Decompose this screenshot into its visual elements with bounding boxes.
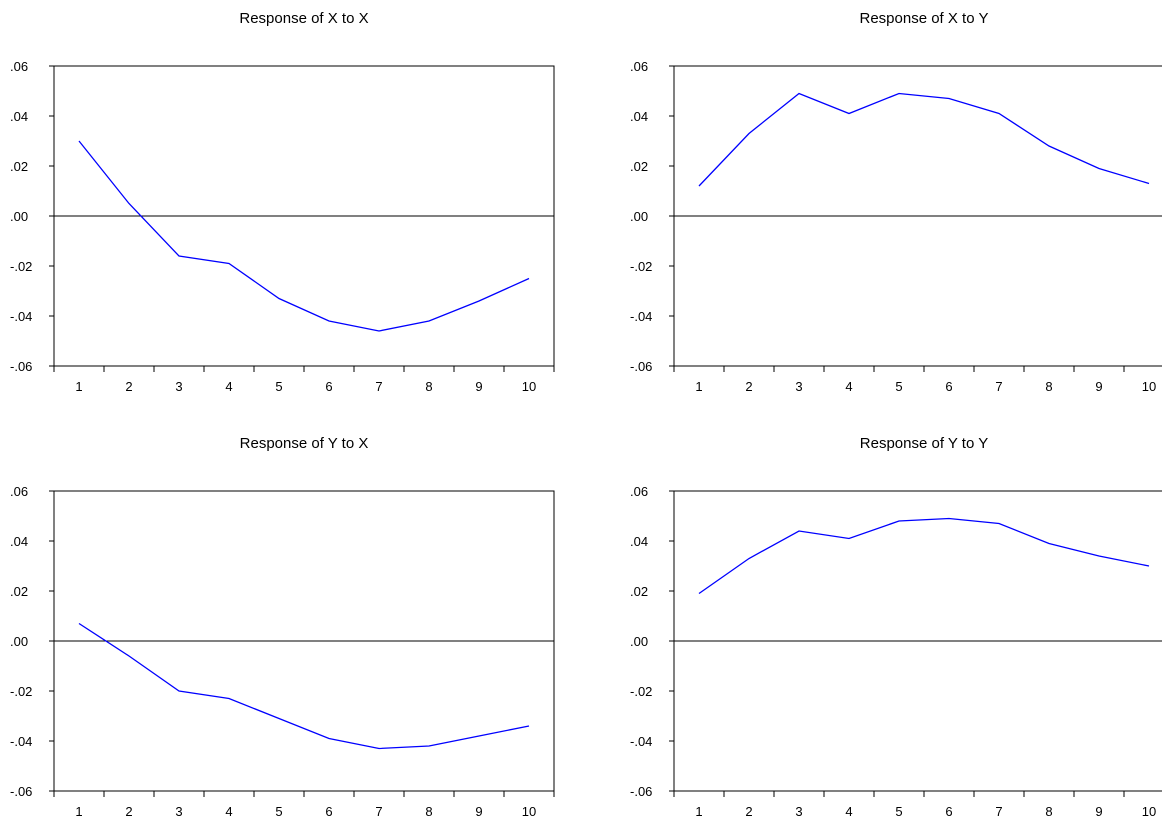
x-tick-label: 5 [895, 804, 902, 819]
x-tick-label: 5 [275, 379, 282, 394]
y-tick-label: .02 [10, 159, 28, 174]
y-tick-label: .00 [10, 209, 28, 224]
x-tick-label: 10 [522, 804, 536, 819]
y-tick-label: .00 [10, 634, 28, 649]
y-tick-label: .00 [630, 634, 648, 649]
x-tick-label: 9 [1095, 804, 1102, 819]
chart-panel-3: Response of Y to X .06 .04 .02 .00 -.02 -.04 -.… [0, 425, 581, 833]
x-tick-label: 1 [75, 379, 82, 394]
x-tick-label: 3 [795, 804, 802, 819]
y-tick-label: -.02 [630, 259, 652, 274]
y-tick-label: -.02 [10, 259, 32, 274]
chart-svg: Response of Y to Y .06 .04 .02 .00 -.02 -.04 -.… [620, 425, 1162, 833]
y-tick-label: .06 [10, 59, 28, 74]
y-tick-label: -.02 [630, 684, 652, 699]
x-tick-label: 6 [325, 804, 332, 819]
x-tick-label: 10 [522, 379, 536, 394]
impulse-response-figure: Response of X to X .06 .04 .02 .00 -.02 -.04 -.… [0, 0, 1162, 816]
y-tick-label: .04 [630, 109, 648, 124]
x-tick-label: 10 [1142, 804, 1156, 819]
x-tick-label: 9 [475, 804, 482, 819]
y-tick-label: .04 [10, 534, 28, 549]
x-tick-label: 8 [425, 379, 432, 394]
x-tick-label: 8 [425, 804, 432, 819]
x-tick-label: 2 [745, 804, 752, 819]
y-tick-label: .06 [630, 59, 648, 74]
chart-panel-1: Response of X to X .06 .04 .02 .00 -.02 -.04 -.… [0, 0, 581, 408]
y-tick-label: -.04 [630, 309, 652, 324]
x-tick-label: 3 [175, 379, 182, 394]
x-tick-label: 8 [1045, 379, 1052, 394]
chart-panel-4: Response of Y to Y .06 .04 .02 .00 -.02 -.04 -.… [620, 425, 1162, 833]
y-tick-label: -.06 [10, 359, 32, 374]
response-line [79, 141, 529, 331]
x-tick-label: 4 [225, 379, 232, 394]
y-tick-label: -.02 [10, 684, 32, 699]
y-tick-label: -.06 [10, 784, 32, 799]
x-tick-label: 5 [275, 804, 282, 819]
x-tick-label: 7 [995, 804, 1002, 819]
y-tick-label: .00 [630, 209, 648, 224]
chart-svg: Response of X to X .06 .04 .02 .00 -.02 -.04 -.… [0, 0, 581, 408]
x-tick-label: 9 [475, 379, 482, 394]
response-line [699, 94, 1149, 187]
y-tick-label: .02 [10, 584, 28, 599]
response-line [79, 624, 529, 749]
x-tick-label: 1 [75, 804, 82, 819]
y-tick-label: .06 [630, 484, 648, 499]
chart-title: Response of Y to X [240, 435, 369, 452]
response-line [699, 519, 1149, 594]
x-tick-label: 6 [325, 379, 332, 394]
y-tick-label: -.04 [10, 309, 32, 324]
chart-title: Response of X to Y [860, 10, 989, 27]
chart-panel-2: Response of X to Y .06 .04 .02 .00 -.02 -.04 -.… [620, 0, 1162, 408]
x-tick-label: 2 [125, 804, 132, 819]
y-tick-label: -.06 [630, 784, 652, 799]
x-tick-label: 2 [745, 379, 752, 394]
x-tick-label: 3 [795, 379, 802, 394]
x-tick-label: 1 [695, 804, 702, 819]
y-tick-label: .02 [630, 159, 648, 174]
x-tick-label: 1 [695, 379, 702, 394]
x-tick-label: 7 [995, 379, 1002, 394]
x-tick-label: 7 [375, 804, 382, 819]
y-tick-label: .06 [10, 484, 28, 499]
x-tick-label: 6 [945, 804, 952, 819]
y-tick-label: .04 [630, 534, 648, 549]
x-tick-label: 5 [895, 379, 902, 394]
y-tick-label: .02 [630, 584, 648, 599]
x-tick-label: 10 [1142, 379, 1156, 394]
y-tick-label: -.04 [10, 734, 32, 749]
chart-svg: Response of X to Y .06 .04 .02 .00 -.02 -.04 -.… [620, 0, 1162, 408]
x-tick-label: 3 [175, 804, 182, 819]
x-tick-label: 4 [225, 804, 232, 819]
chart-title: Response of Y to Y [860, 435, 988, 452]
x-tick-label: 6 [945, 379, 952, 394]
chart-svg: Response of Y to X .06 .04 .02 .00 -.02 -.04 -.… [0, 425, 581, 833]
x-tick-label: 7 [375, 379, 382, 394]
x-tick-label: 8 [1045, 804, 1052, 819]
y-tick-label: -.04 [630, 734, 652, 749]
chart-title: Response of X to X [239, 10, 368, 27]
x-tick-label: 4 [845, 379, 852, 394]
x-tick-label: 4 [845, 804, 852, 819]
x-tick-label: 9 [1095, 379, 1102, 394]
x-tick-label: 2 [125, 379, 132, 394]
y-tick-label: -.06 [630, 359, 652, 374]
y-tick-label: .04 [10, 109, 28, 124]
